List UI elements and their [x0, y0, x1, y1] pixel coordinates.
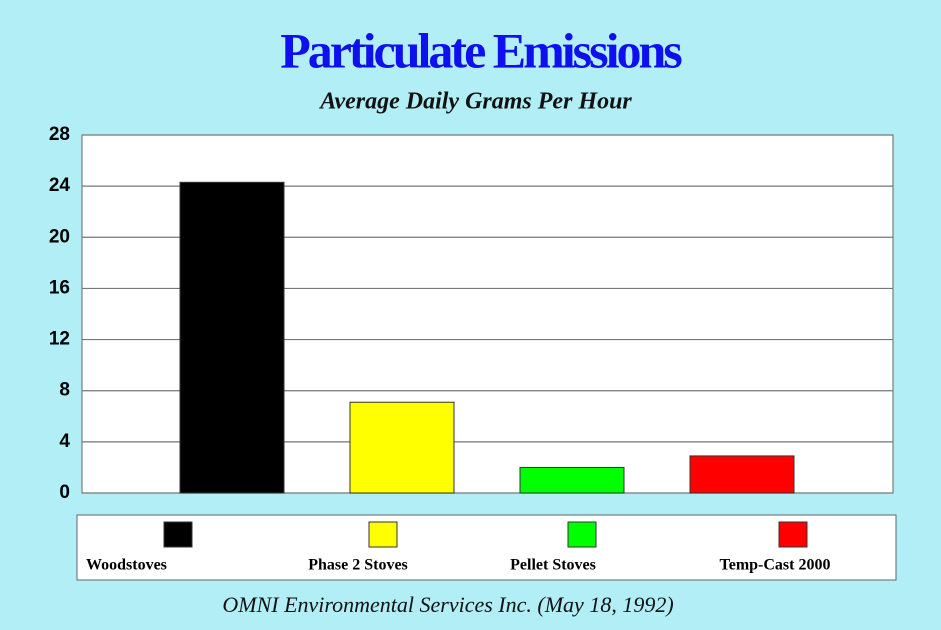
y-tick-label: 28: [49, 124, 70, 145]
bar: [689, 455, 795, 494]
y-tick-label: 0: [59, 482, 70, 503]
y-tick-label: 4: [59, 431, 70, 452]
bar: [349, 401, 455, 494]
legend-label: Temp-Cast 2000: [720, 557, 831, 574]
legend-label: Woodstoves: [86, 557, 167, 574]
legend-swatch: [163, 521, 193, 548]
bar: [519, 466, 625, 494]
y-tick-label: 12: [49, 329, 70, 350]
chart-subtitle: Average Daily Grams Per Hour: [318, 89, 632, 115]
y-tick-label: 8: [59, 380, 70, 401]
legend-swatch: [778, 521, 808, 548]
y-tick-label: 24: [49, 175, 71, 196]
legend: [76, 514, 897, 581]
y-tick-label: 20: [49, 226, 70, 247]
y-tick-label: 16: [49, 277, 70, 298]
source-note: OMNI Environmental Services Inc. (May 18…: [222, 592, 673, 617]
bar: [179, 181, 285, 494]
legend-swatch: [368, 521, 398, 548]
chart-title: Particulate Emissions: [280, 22, 682, 78]
legend-label: Phase 2 Stoves: [308, 557, 408, 574]
legend-label: Pellet Stoves: [510, 557, 596, 574]
legend-swatch: [567, 521, 597, 548]
